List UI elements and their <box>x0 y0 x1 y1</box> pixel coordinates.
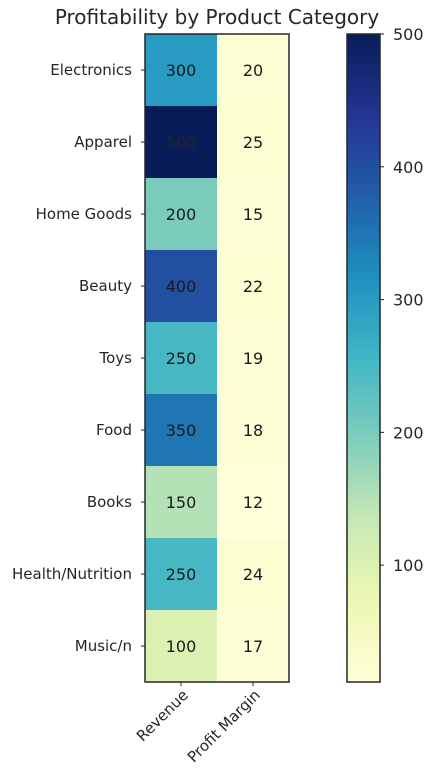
heatmap-cell <box>217 610 289 682</box>
cell-value-label: 20 <box>243 61 263 80</box>
colorbar-tick-label: 200 <box>393 423 424 442</box>
cell-value-label: 15 <box>243 205 263 224</box>
cell-value-label: 400 <box>166 277 197 296</box>
row-label: Electronics <box>50 61 132 79</box>
cell-value-label: 12 <box>243 493 263 512</box>
cell-value-label: 19 <box>243 349 263 368</box>
colorbar-tick-label: 500 <box>393 25 424 44</box>
heatmap-cell <box>145 34 217 106</box>
heatmap-cell <box>145 466 217 538</box>
heatmap-cell <box>217 250 289 322</box>
heatmap-cell <box>217 538 289 610</box>
cell-value-label: 250 <box>166 565 197 584</box>
cell-value-label: 22 <box>243 277 263 296</box>
colorbar <box>346 33 381 683</box>
column-label: Revenue <box>133 686 192 745</box>
cell-value-label: 24 <box>243 565 263 584</box>
heatmap-cell <box>145 394 217 466</box>
row-label: Beauty <box>79 277 132 295</box>
cell-value-label: 200 <box>166 205 197 224</box>
heatmap-cell <box>145 610 217 682</box>
heatmap-cell <box>145 322 217 394</box>
column-label: Profit Margin <box>184 686 264 766</box>
colorbar-tick-label: 400 <box>393 158 424 177</box>
heatmap-cell <box>217 178 289 250</box>
cell-value-label: 25 <box>243 133 263 152</box>
heatmap-cell <box>145 178 217 250</box>
cell-value-label: 250 <box>166 349 197 368</box>
chart-title: Profitability by Product Category <box>54 5 380 29</box>
heatmap-cell <box>217 394 289 466</box>
row-label: Health/Nutrition <box>12 565 132 583</box>
cell-value-label: 500 <box>166 133 197 152</box>
cell-value-label: 100 <box>166 637 197 656</box>
cell-value-label: 150 <box>166 493 197 512</box>
heatmap-cell <box>217 106 289 178</box>
heatmap-cell <box>217 322 289 394</box>
heatmap-cell <box>217 34 289 106</box>
cell-value-label: 17 <box>243 637 263 656</box>
row-label: Home Goods <box>36 205 133 223</box>
heatmap-cell <box>145 538 217 610</box>
row-label: Toys <box>99 349 133 367</box>
colorbar-tick-label: 100 <box>393 556 424 575</box>
cell-value-label: 350 <box>166 421 197 440</box>
row-label: Music/n <box>75 637 132 655</box>
cell-value-label: 300 <box>166 61 197 80</box>
cell-value-label: 18 <box>243 421 263 440</box>
heatmap-cell <box>217 466 289 538</box>
colorbar-tick-label: 300 <box>393 291 424 310</box>
row-label: Books <box>87 493 132 511</box>
row-label: Apparel <box>74 133 132 151</box>
heatmap-cell <box>145 250 217 322</box>
row-label: Food <box>96 421 132 439</box>
heatmap-cell <box>145 106 217 178</box>
